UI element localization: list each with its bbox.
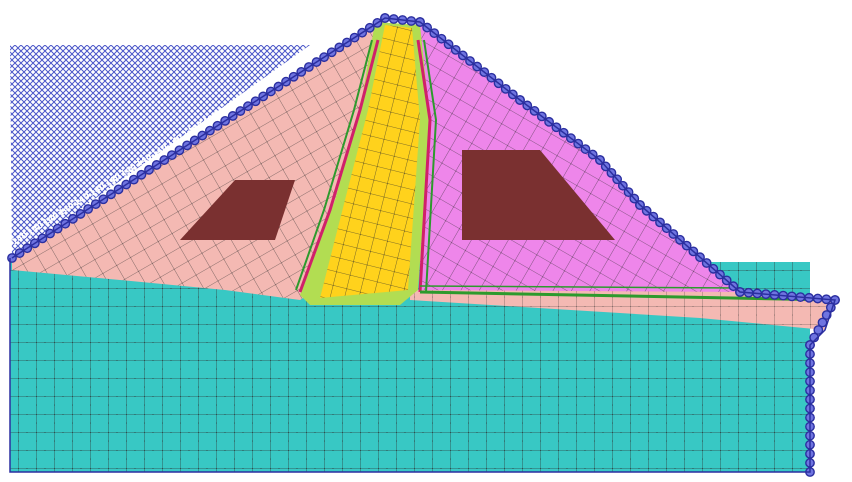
reservoir-water-region — [10, 45, 310, 258]
clay-core-region — [320, 25, 420, 298]
upstream-shell-region — [12, 18, 385, 300]
boundary-node — [813, 325, 824, 335]
downstream-berm-inclusion — [462, 150, 615, 240]
downstream-toe-berm — [410, 290, 835, 330]
upstream-berm-inclusion — [180, 180, 295, 240]
dam-outline — [9, 17, 837, 473]
boundary-node — [817, 317, 828, 328]
